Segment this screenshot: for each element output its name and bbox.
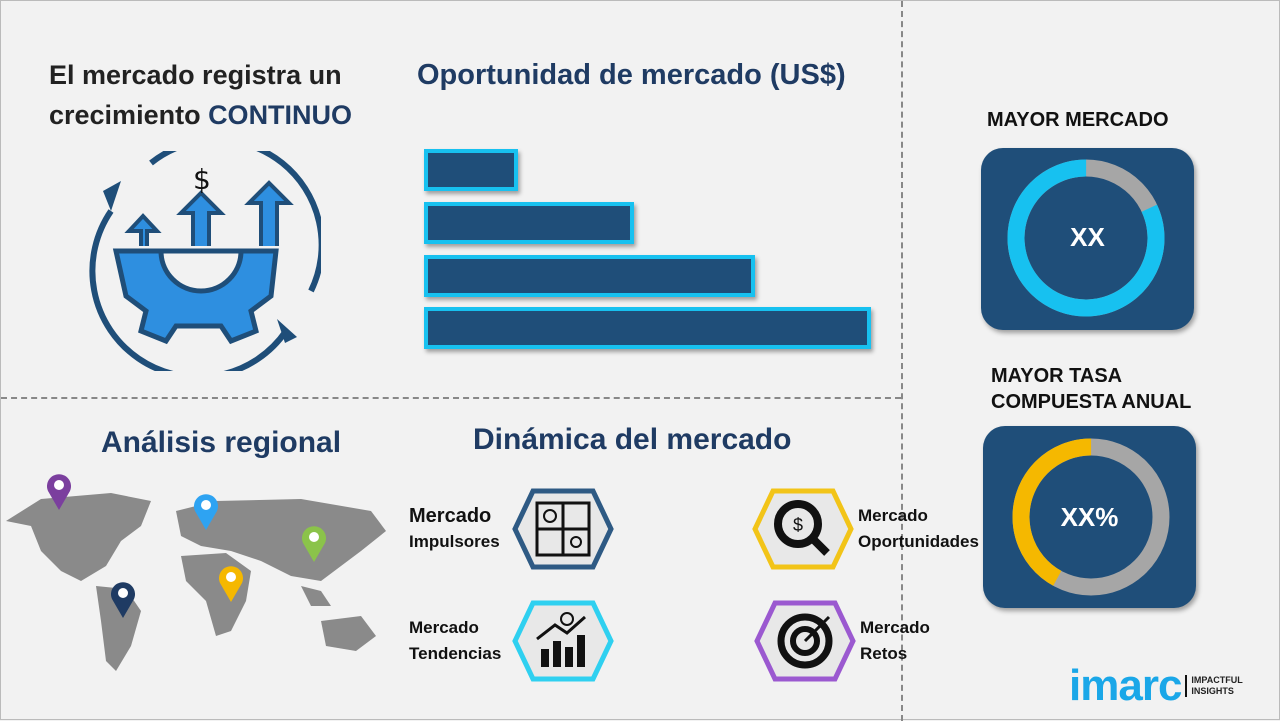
horizontal-divider: [1, 397, 901, 399]
logo-tagline: IMPACTFUL INSIGHTS: [1185, 675, 1243, 697]
donut-fill: [1007, 159, 1165, 317]
dynamics-label-line2: Tendencias: [409, 644, 502, 663]
growth-chart-icon: [536, 612, 586, 667]
dynamics-label-line1: Mercado: [858, 506, 928, 525]
map-pin-icon: [302, 526, 326, 562]
dynamics-label-line2: Retos: [860, 644, 908, 663]
donut-fill: [1012, 438, 1170, 596]
largest-market-value: XX: [1070, 222, 1105, 252]
magnifier-dollar-hexagon: $: [752, 488, 854, 570]
growth-headline: El mercado registra un crecimiento CONTI…: [49, 55, 352, 135]
map-pin-icon: [47, 474, 71, 510]
dynamics-label-line1: Mercado: [409, 505, 492, 527]
logo-tag1: IMPACTFUL: [1191, 675, 1243, 685]
vertical-divider: [901, 1, 903, 721]
growth-prefix: crecimiento: [49, 100, 209, 130]
opportunity-bar: [424, 202, 635, 244]
growth-gear-icon: $: [89, 151, 321, 371]
dynamics-label: Mercado Retos: [860, 615, 930, 667]
cagr-title-line2: COMPUESTA ANUAL: [991, 391, 1192, 413]
opportunity-title: Oportunidad de mercado (US$): [417, 59, 846, 91]
regional-title: Análisis regional: [101, 426, 342, 459]
magnifier-dollar-icon: $: [774, 500, 830, 556]
imarc-logo: imarc IMPACTFUL INSIGHTS: [1069, 661, 1243, 711]
growth-line1: El mercado registra un: [49, 60, 342, 90]
growth-chart-hexagon: [512, 600, 614, 682]
puzzle-icon: [535, 501, 591, 557]
target-icon: [777, 613, 833, 669]
opportunity-bar: [424, 307, 871, 349]
puzzle-hexagon: [512, 488, 614, 570]
cagr-title: MAYOR TASA COMPUESTA ANUAL: [991, 363, 1191, 415]
dynamics-label-line1: Mercado: [409, 618, 479, 637]
dynamics-label-line2: Oportunidades: [858, 532, 979, 551]
dynamics-title: Dinámica del mercado: [473, 423, 792, 456]
map-pin-icon: [194, 494, 218, 530]
dynamics-label-line1: Mercado: [860, 618, 930, 637]
dynamics-label: Mercado Oportunidades: [858, 503, 979, 555]
map-pin-icon: [219, 566, 243, 602]
target-hexagon: [754, 600, 856, 682]
logo-brand: imarc: [1069, 661, 1182, 710]
logo-tag2: INSIGHTS: [1191, 686, 1234, 696]
growth-line2: crecimiento CONTINUO: [49, 95, 352, 135]
svg-text:$: $: [793, 515, 803, 535]
largest-market-title: MAYOR MERCADO: [987, 109, 1169, 131]
cagr-title-line1: MAYOR TASA: [991, 365, 1123, 387]
largest-market-donut: [1007, 159, 1165, 317]
dynamics-label: Mercado Tendencias: [409, 615, 501, 667]
largest-market-card: XX: [981, 148, 1194, 330]
dynamics-label-line2: Impulsores: [409, 532, 500, 551]
growth-emphasis: CONTINUO: [208, 100, 353, 130]
cagr-card: XX%: [983, 426, 1196, 608]
cagr-value: XX%: [1060, 502, 1119, 532]
dynamics-label: Mercado Impulsores: [409, 503, 500, 555]
cagr-donut: [1012, 438, 1170, 596]
svg-text:$: $: [193, 163, 211, 196]
map-pin-icon: [111, 582, 135, 618]
opportunity-bar: [424, 255, 755, 297]
opportunity-bar: [424, 149, 518, 191]
